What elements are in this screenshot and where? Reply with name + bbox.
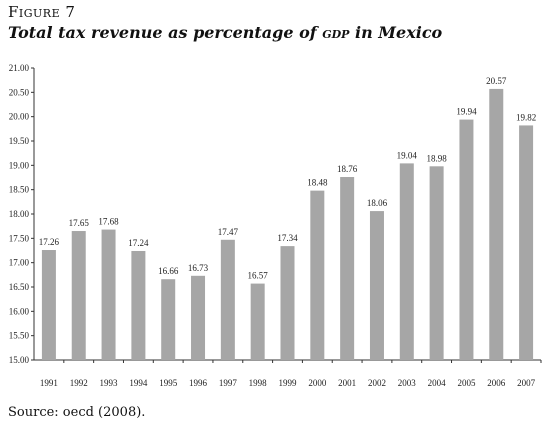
data-label: 16.66 (158, 266, 179, 276)
y-tick-label: 20.50 (9, 87, 30, 97)
bar (161, 279, 176, 360)
bar (369, 211, 384, 360)
data-label: 17.65 (69, 218, 90, 228)
x-tick-label: 2000 (308, 378, 327, 388)
x-tick-label: 2006 (487, 378, 506, 388)
bar (459, 119, 474, 360)
y-tick-label: 15.50 (9, 331, 30, 341)
y-tick-label: 17.50 (9, 233, 30, 243)
y-tick-label: 18.00 (9, 209, 30, 219)
data-label: 20.57 (486, 76, 507, 86)
data-label: 17.24 (128, 238, 149, 248)
data-label: 19.04 (397, 150, 418, 160)
data-label: 18.06 (367, 198, 388, 208)
bar (519, 125, 534, 360)
y-tick-label: 16.50 (9, 282, 30, 292)
bar (340, 177, 355, 360)
x-tick-label: 2002 (368, 378, 386, 388)
y-tick-label: 19.50 (9, 136, 30, 146)
bar (399, 163, 414, 360)
y-tick-label: 17.00 (9, 258, 30, 268)
bar (280, 246, 295, 360)
x-tick-label: 1997 (219, 378, 238, 388)
bar (71, 231, 86, 360)
data-label: 17.26 (39, 237, 60, 247)
data-label: 18.48 (307, 178, 328, 188)
bar (220, 239, 235, 360)
title-abbr: gdp (322, 23, 350, 42)
y-tick-label: 21.00 (9, 63, 30, 73)
chart-title: Total tax revenue as percentage of gdp i… (8, 23, 442, 42)
x-tick-label: 1992 (70, 378, 88, 388)
bar (101, 229, 116, 360)
x-tick-label: 1999 (279, 378, 298, 388)
y-tick-label: 19.00 (9, 160, 30, 170)
x-tick-label: 2005 (457, 378, 476, 388)
x-tick-label: 1993 (100, 378, 119, 388)
x-tick-label: 1991 (40, 378, 58, 388)
x-tick-label: 1996 (189, 378, 208, 388)
y-tick-label: 15.00 (9, 355, 30, 365)
x-tick-label: 1995 (159, 378, 178, 388)
data-label: 19.82 (516, 112, 536, 122)
data-label: 17.68 (98, 217, 119, 227)
x-tick-label: 2003 (398, 378, 417, 388)
bar (250, 283, 265, 360)
x-tick-label: 2007 (517, 378, 536, 388)
x-tick-label: 1994 (129, 378, 148, 388)
figure-label: Figure 7 (8, 3, 76, 21)
bar (429, 166, 444, 360)
y-tick-label: 20.00 (9, 112, 30, 122)
data-label: 18.98 (426, 153, 447, 163)
data-label: 19.94 (456, 107, 477, 117)
bar (310, 190, 325, 360)
x-tick-label: 2001 (338, 378, 356, 388)
data-label: 17.47 (218, 227, 239, 237)
x-tick-label: 1998 (249, 378, 268, 388)
data-label: 16.57 (248, 271, 269, 281)
data-label: 18.76 (337, 164, 358, 174)
title-text-pre: Total tax revenue as percentage of (8, 23, 323, 42)
data-label: 17.34 (277, 233, 298, 243)
bar (489, 88, 504, 360)
x-tick-label: 2004 (428, 378, 447, 388)
source-note: Source: oecd (2008). (8, 405, 146, 420)
data-label: 16.73 (188, 263, 209, 273)
bar (131, 250, 146, 360)
bar (191, 275, 206, 360)
bar (41, 250, 56, 360)
y-tick-label: 16.00 (9, 306, 30, 316)
y-tick-label: 18.50 (9, 185, 30, 195)
title-text-post: in Mexico (349, 23, 443, 42)
